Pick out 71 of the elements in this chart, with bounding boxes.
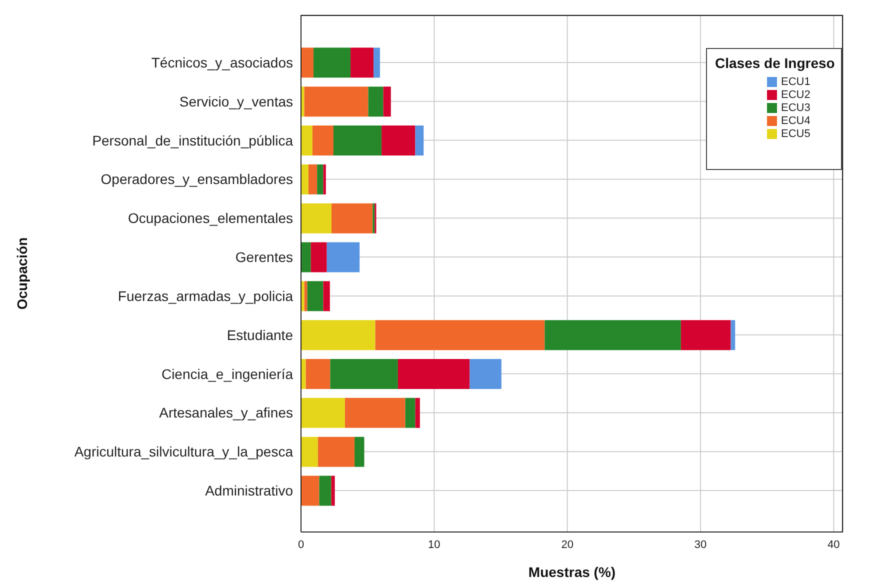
bar xyxy=(319,476,332,506)
bar xyxy=(368,86,384,117)
legend-title: Clases de Ingreso xyxy=(715,55,835,71)
bar xyxy=(680,320,731,350)
bar xyxy=(314,48,351,78)
x-tick-label: 30 xyxy=(694,538,707,551)
bar xyxy=(308,164,318,194)
y-tick-label: Fuerzas_armadas_y_policia xyxy=(118,288,294,304)
bar xyxy=(310,242,327,272)
bar xyxy=(323,281,330,312)
bar xyxy=(323,164,326,194)
legend-label: ECU1 xyxy=(780,75,812,88)
bar xyxy=(470,359,502,390)
legend-label: ECU3 xyxy=(780,101,812,114)
bar xyxy=(317,164,324,194)
bar xyxy=(730,320,736,350)
bar xyxy=(304,281,308,312)
bar xyxy=(326,242,360,272)
x-axis-title: Muestras (%) xyxy=(528,564,616,580)
y-tick-label: Ciencia_e_ingeniería xyxy=(161,366,294,382)
bar xyxy=(304,86,368,117)
legend-label: ECU2 xyxy=(780,88,812,101)
bar xyxy=(331,203,373,234)
bar xyxy=(375,320,545,350)
bar xyxy=(307,281,324,312)
bar xyxy=(301,436,318,467)
y-tick-label: Administrativo xyxy=(205,482,294,499)
bar xyxy=(301,48,314,78)
bar xyxy=(383,86,391,117)
bar xyxy=(331,476,335,506)
y-tick-label: Técnicos_y_asociados xyxy=(151,54,293,70)
y-tick-label: Operadores_y_ensambladores xyxy=(100,171,293,188)
bar xyxy=(318,436,355,467)
y-tick-label: Personal_de_institución_pública xyxy=(92,132,294,148)
x-tick-label: 0 xyxy=(298,538,304,551)
x-tick-label: 10 xyxy=(428,538,440,551)
bar xyxy=(306,359,330,390)
y-tick-label: Artesanales_y_afines xyxy=(159,404,293,421)
bar xyxy=(333,126,382,156)
bar xyxy=(301,203,332,234)
bar xyxy=(312,126,334,156)
bar xyxy=(301,126,312,156)
bar xyxy=(398,359,470,390)
bar xyxy=(374,48,380,78)
x-tick-label: 40 xyxy=(828,538,840,551)
bar xyxy=(350,48,374,78)
bar xyxy=(544,320,681,350)
y-tick-label: Agricultura_silvicultura_y_la_pesca xyxy=(74,444,294,460)
x-tick-label: 20 xyxy=(561,538,574,551)
y-tick-label: Estudiante xyxy=(226,326,294,343)
bar xyxy=(415,398,420,428)
y-tick-label: Gerentes xyxy=(235,249,293,266)
bar xyxy=(301,320,376,350)
bar xyxy=(405,398,416,428)
bar xyxy=(301,359,306,390)
bar xyxy=(301,164,308,194)
bar xyxy=(354,436,364,467)
bar xyxy=(330,359,398,390)
bar xyxy=(301,281,304,312)
bar xyxy=(344,398,406,428)
bar xyxy=(301,86,304,117)
bar xyxy=(382,126,416,156)
legend-label: ECU4 xyxy=(780,114,812,127)
legend-label: ECU5 xyxy=(780,127,812,140)
bar xyxy=(301,398,345,428)
y-axis-title: Ocupación xyxy=(14,237,30,310)
y-tick-label: Servicio_y_ventas xyxy=(179,93,293,110)
bar xyxy=(301,476,320,506)
bar xyxy=(415,126,424,156)
bar xyxy=(301,242,311,272)
y-tick-label: Ocupaciones_elementales xyxy=(128,210,293,226)
